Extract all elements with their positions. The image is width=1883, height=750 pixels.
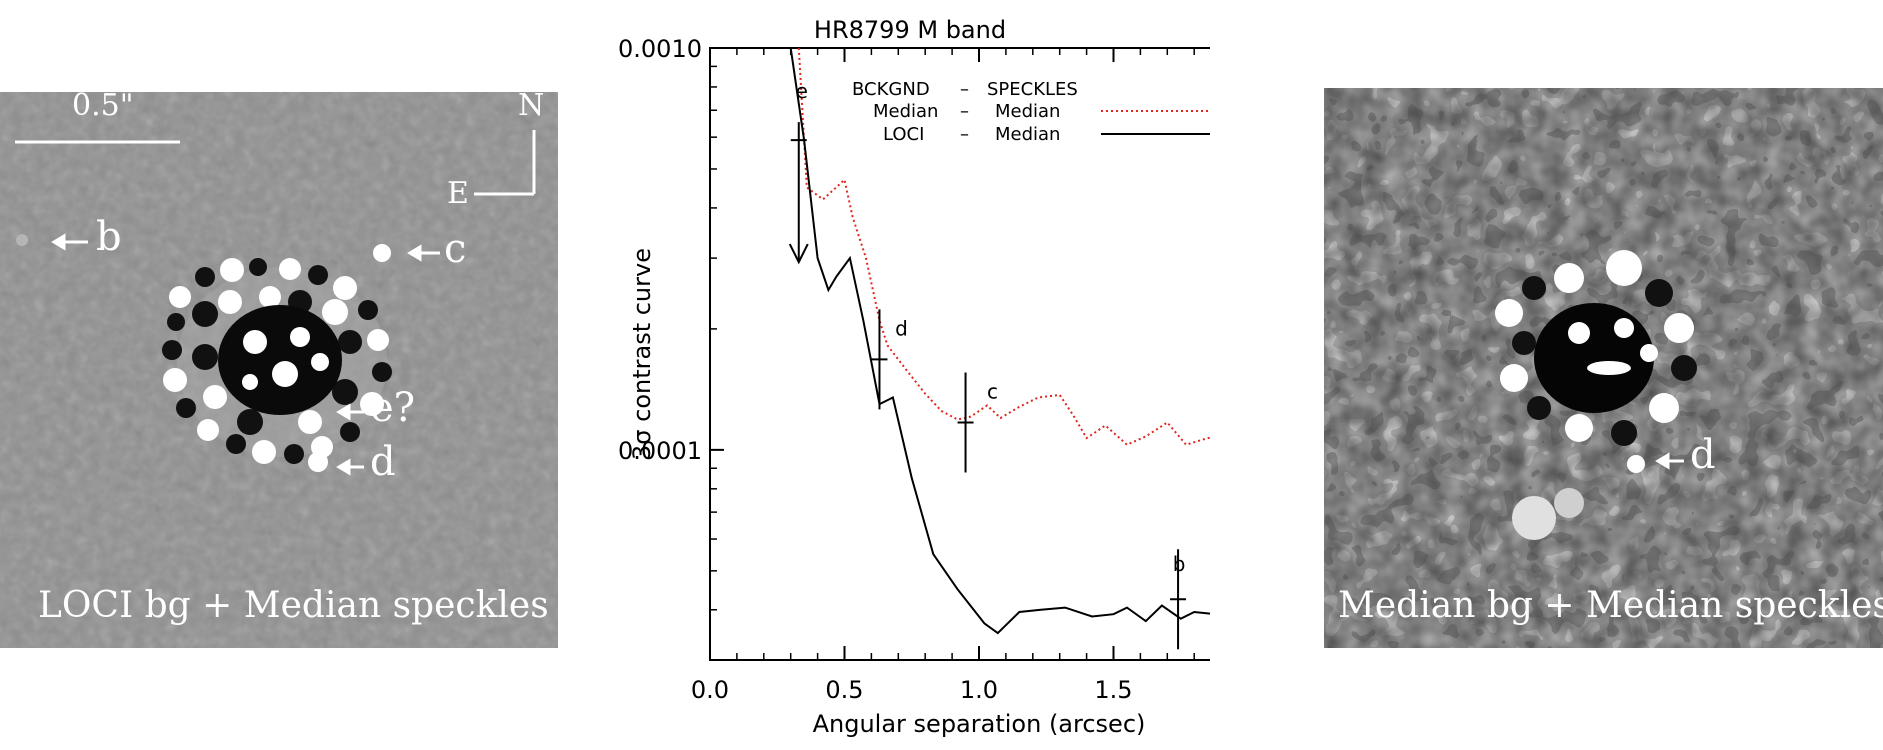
point-label-e: e — [796, 79, 808, 103]
legend-row1-sp: Median — [995, 101, 1060, 122]
legend-row1-dash: – — [960, 101, 969, 122]
point-label-b: b — [1173, 552, 1186, 576]
right-image-panel: d Median bg + Median speckles — [1324, 88, 1883, 648]
marker-d-label: d — [370, 439, 396, 485]
series-layer — [789, 47, 1210, 635]
planet-point-b: b — [1170, 549, 1187, 650]
speckle-core — [1534, 303, 1658, 413]
series-median-median-line — [797, 47, 1210, 446]
planet-c-spot — [373, 244, 391, 262]
marker-arrows — [1655, 452, 1684, 470]
legend-row2-dash: – — [960, 124, 969, 145]
scale-label: 0.5" — [72, 92, 134, 123]
points-layer: e d c b — [788, 79, 1187, 650]
legend-row2-sp: Median — [995, 124, 1060, 145]
planet-point-c: c — [957, 372, 998, 473]
chart-title: HR8799 M band — [814, 16, 1006, 44]
planet-d-spot — [1627, 455, 1645, 473]
marker-c-label: c — [444, 226, 467, 272]
legend-header-dash: – — [960, 79, 969, 100]
series-loci-median-line — [789, 47, 1210, 635]
legend-header-sp: SPECKLES — [987, 79, 1078, 100]
planet-point-e: e — [788, 79, 809, 265]
marker-arrows — [51, 233, 440, 476]
upper-limit-arrowhead — [788, 243, 809, 265]
y-tick-label: 0.0001 — [618, 437, 702, 465]
speckle-halo — [1495, 250, 1697, 540]
planet-point-d: d — [871, 309, 908, 410]
legend-row2-bg: LOCI — [883, 124, 924, 145]
planet-d-spot — [308, 452, 328, 472]
marker-b-label: b — [96, 214, 122, 260]
right-image-caption: Median bg + Median speckles — [1338, 585, 1883, 626]
legend: BCKGND – SPECKLES Median – Median LOCI –… — [852, 79, 1210, 145]
marker-d-label: d — [1690, 432, 1716, 478]
right-speckle-image — [1324, 88, 1883, 648]
point-label-d: d — [895, 316, 908, 340]
compass-north-label: N — [518, 92, 545, 123]
y-axis-label: 3σ contrast curve — [628, 248, 656, 460]
marker-e-label: e? — [370, 385, 416, 431]
x-tick-label: 1.5 — [1094, 676, 1132, 704]
x-axis-label: Angular separation (arcsec) — [813, 710, 1146, 738]
compass — [474, 130, 536, 196]
compass-east-label: E — [447, 176, 469, 211]
speckle-core — [218, 305, 342, 415]
legend-row1-bg: Median — [873, 101, 938, 122]
left-speckle-image — [0, 92, 558, 648]
y-tick-label: 0.0010 — [618, 35, 702, 63]
x-tick-label: 0.5 — [825, 676, 863, 704]
left-image-panel: 0.5" N E b c e? d LOCI bg + Median speck… — [0, 92, 558, 648]
contrast-curve-chart: HR8799 M band 0.00.51.01.52.00.00100.000… — [618, 16, 1210, 738]
legend-header-bg: BCKGND — [852, 79, 930, 100]
x-tick-label: 0.0 — [691, 676, 729, 704]
point-label-c: c — [987, 379, 998, 403]
planet-b-spot — [16, 234, 28, 246]
left-image-caption: LOCI bg + Median speckles — [38, 585, 549, 626]
x-tick-label: 1.0 — [960, 676, 998, 704]
